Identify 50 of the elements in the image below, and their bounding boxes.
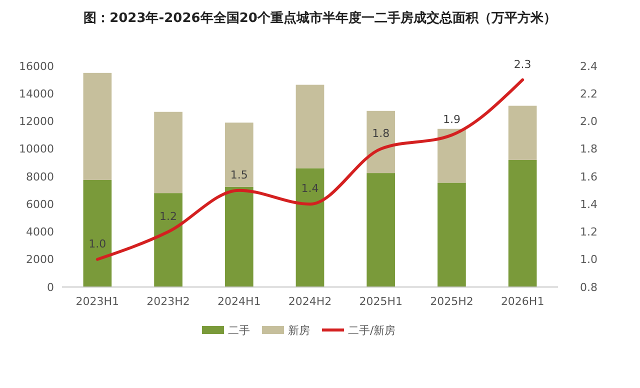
legend-label: 二手/新房 — [348, 324, 396, 337]
y-tick-label: 6000 — [26, 198, 54, 211]
y-tick-label: 10000 — [19, 142, 54, 156]
bar — [366, 173, 396, 287]
y2-tick-label: 1.2 — [580, 226, 598, 239]
bar — [366, 110, 396, 174]
x-tick-label: 2026H1 — [500, 295, 544, 308]
y-tick-label: 2000 — [26, 253, 54, 266]
y-tick-label: 8000 — [26, 170, 54, 184]
data-label: 2.3 — [514, 58, 532, 71]
x-tick-label: 2024H2 — [288, 295, 332, 308]
bar — [224, 186, 254, 287]
data-label: 1.0 — [88, 237, 106, 250]
y2-tick-label: 1.8 — [580, 142, 598, 156]
y-tick-label: 14000 — [19, 87, 54, 100]
bar — [438, 128, 466, 183]
bar — [154, 193, 182, 287]
bar — [83, 180, 112, 287]
y-tick-label: 4000 — [26, 226, 54, 239]
data-label: 1.4 — [301, 182, 319, 196]
bar — [296, 84, 324, 168]
legend-label: 新房 — [288, 324, 310, 337]
x-tick-label: 2025H2 — [430, 295, 474, 308]
x-tick-label: 2023H1 — [76, 295, 120, 308]
bar — [296, 168, 324, 287]
bar — [508, 106, 537, 160]
bar — [438, 182, 466, 287]
y-tick-label: 12000 — [19, 115, 54, 128]
y2-tick-label: 2.4 — [580, 60, 598, 73]
x-tick-label: 2024H1 — [218, 295, 261, 308]
y2-tick-label: 2.2 — [580, 87, 598, 100]
y2-tick-label: 0.8 — [580, 280, 598, 294]
data-label: 1.9 — [442, 113, 460, 126]
bar — [83, 72, 112, 180]
data-label: 1.5 — [230, 168, 248, 182]
y2-tick-label: 1.6 — [580, 170, 598, 184]
chart-title: 图：2023年-2026年全国20个重点城市半年度一二手房成交总面积（万平方米） — [84, 10, 556, 26]
y-tick-label: 16000 — [19, 60, 54, 73]
y2-tick-label: 2.0 — [580, 115, 598, 128]
data-label: 1.8 — [372, 126, 390, 140]
y2-tick-label: 1.0 — [580, 253, 598, 266]
y-tick-label: 0 — [47, 280, 54, 294]
legend-label: 二手 — [228, 324, 250, 337]
bar — [508, 160, 537, 287]
data-label: 1.2 — [160, 210, 178, 223]
x-tick-label: 2025H1 — [359, 295, 402, 308]
bar — [224, 122, 254, 187]
y2-tick-label: 1.4 — [580, 198, 598, 211]
x-tick-label: 2023H2 — [146, 295, 190, 308]
bar — [154, 112, 182, 194]
